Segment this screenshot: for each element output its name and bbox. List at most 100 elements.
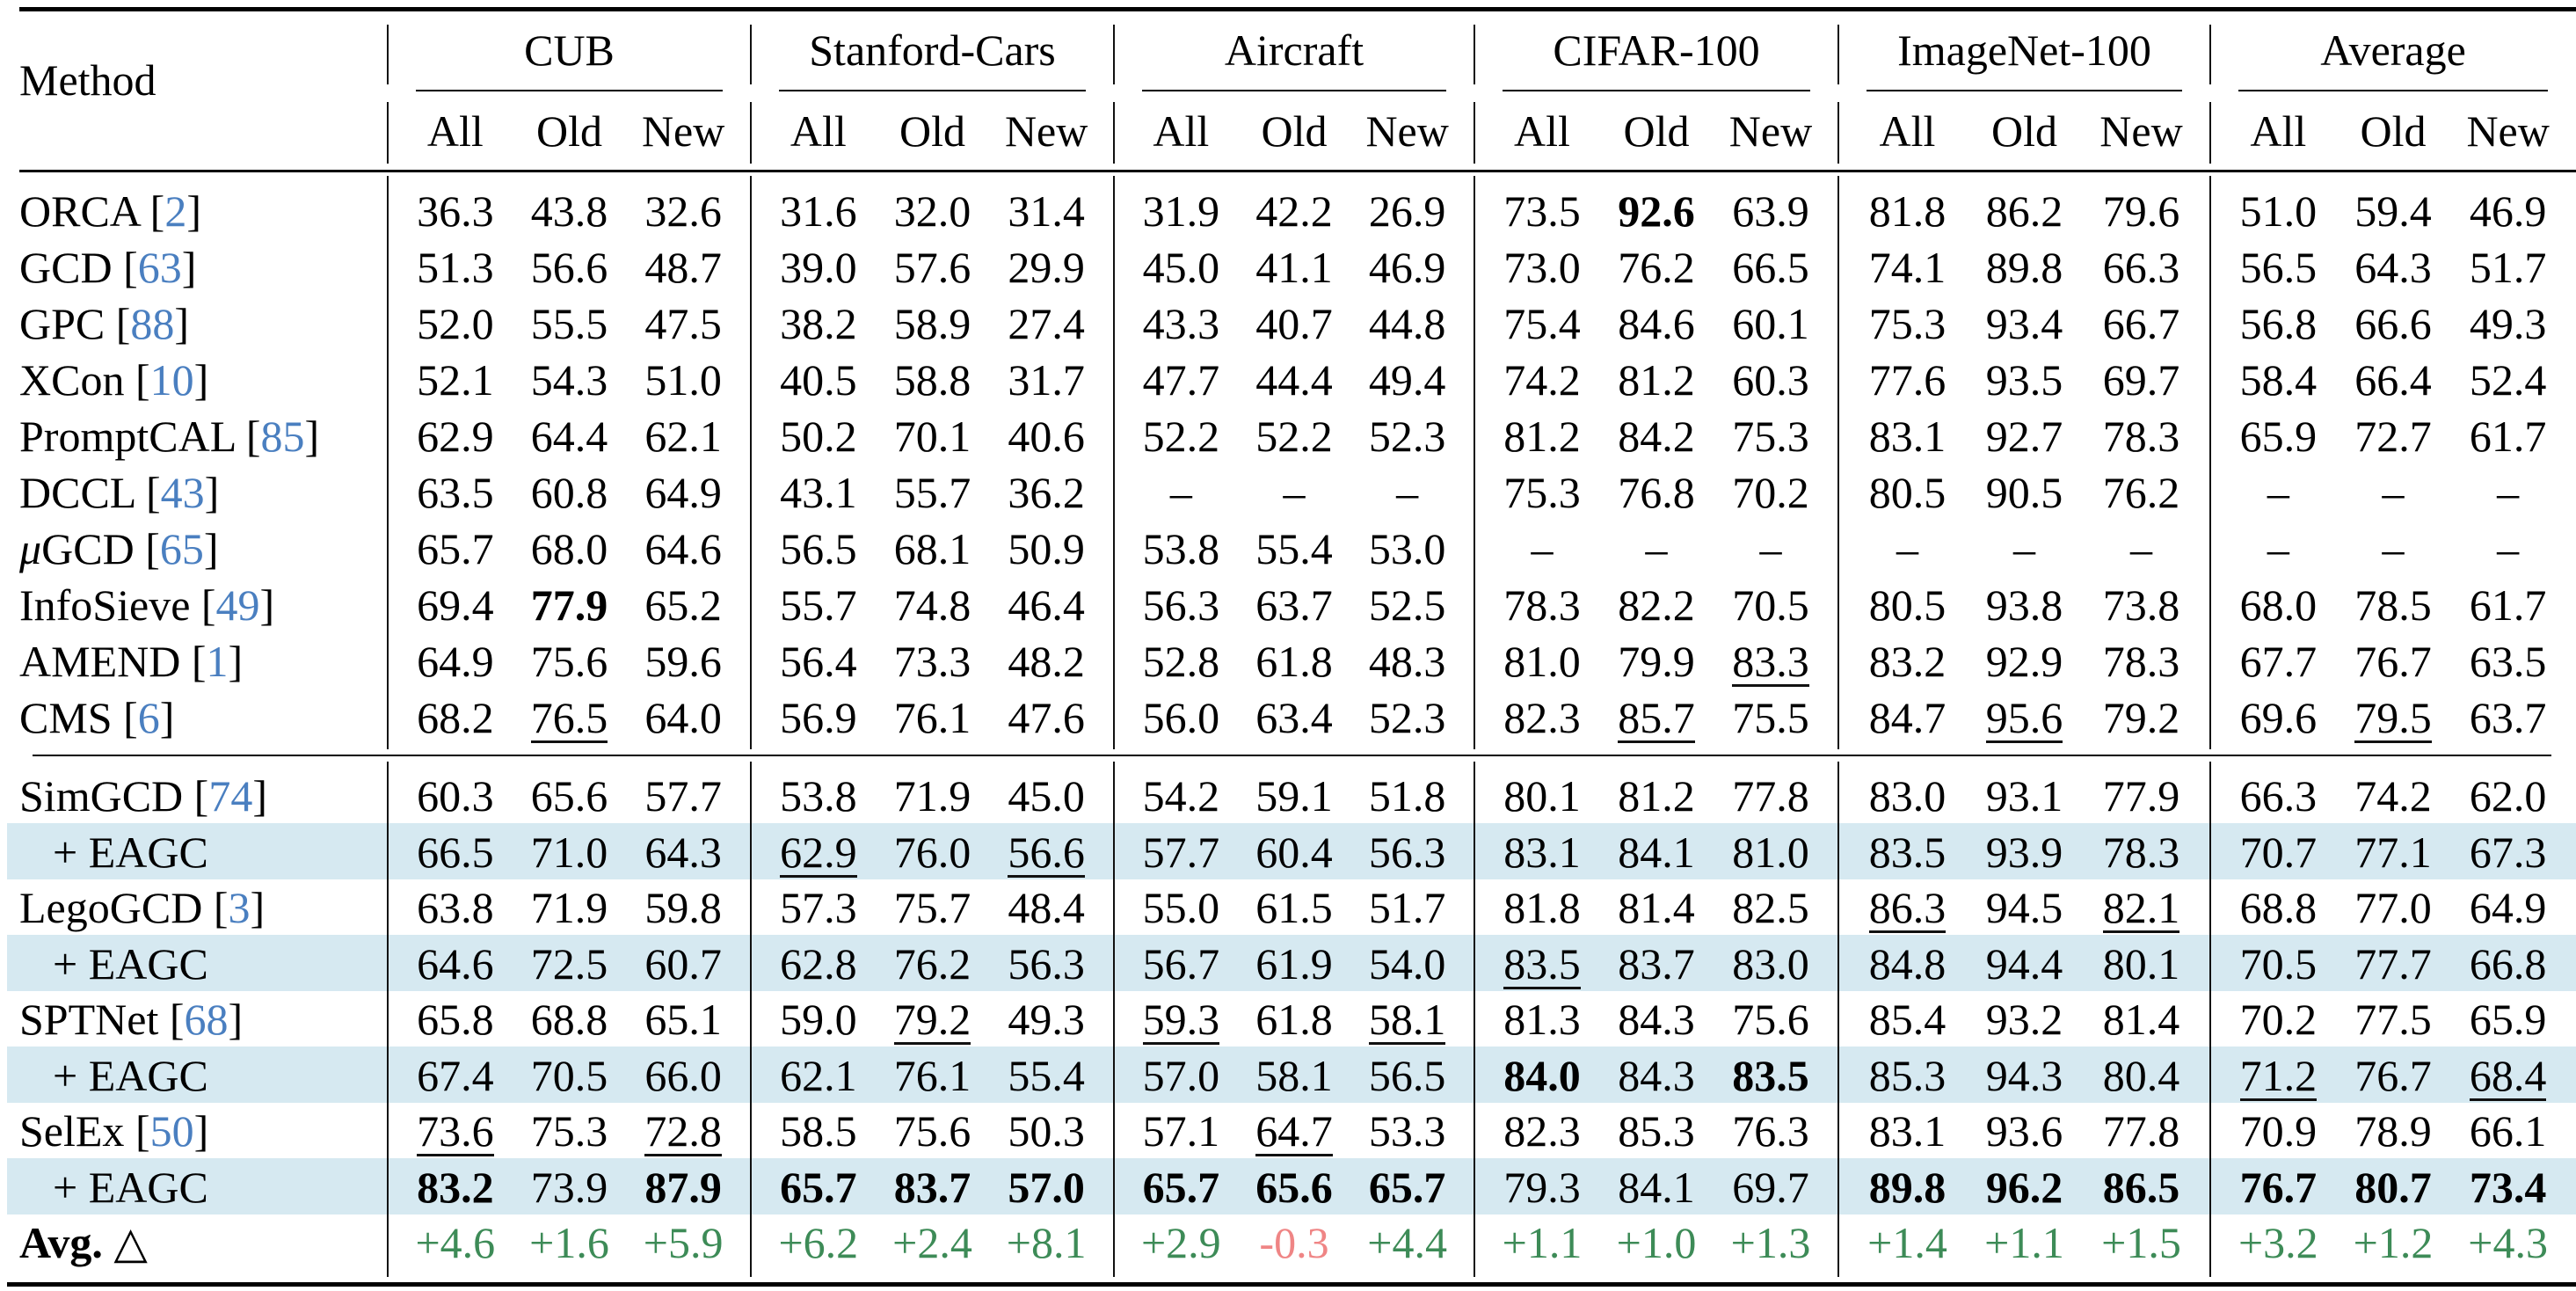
table-cell: 70.9 (2239, 1106, 2318, 1156)
table-cell: 42.2 (1255, 186, 1333, 236)
table-cell: 61.5 (1255, 883, 1333, 932)
table-cell: 78.3 (2102, 827, 2180, 877)
table-cell: 86.2 (1985, 186, 2063, 236)
method-label: SimGCD (19, 771, 184, 821)
table-cell: 81.2 (1503, 412, 1581, 461)
table-cell: 46.4 (1008, 580, 1085, 630)
table-cell: 59.8 (644, 883, 722, 932)
table-cell: 66.4 (2354, 355, 2432, 405)
table-cell: 67.4 (417, 1050, 494, 1100)
citation-link[interactable]: 43 (160, 468, 205, 517)
table-cell: 61.7 (2469, 580, 2547, 630)
table-cell: 83.1 (1503, 827, 1581, 877)
table-cell: 62.9 (780, 827, 857, 878)
table-cell: – (2267, 468, 2289, 517)
citation-link[interactable]: 85 (260, 412, 305, 461)
table-cell: 71.9 (893, 771, 971, 821)
table-cell: 50.9 (1008, 524, 1085, 573)
table-cell: 66.5 (417, 827, 494, 877)
table-cell: 55.7 (893, 468, 971, 517)
table-cell: 56.6 (1008, 827, 1085, 878)
table-cell: 43.8 (530, 186, 608, 236)
table-cell: 83.1 (1868, 412, 1947, 461)
table-cell: 75.3 (1732, 412, 1809, 461)
avg-delta-cell: +2.4 (892, 1218, 972, 1267)
method-name: PromptCAL [85] (19, 412, 320, 461)
table-cell: 61.9 (1255, 938, 1333, 988)
table-cell: 93.2 (1985, 995, 2063, 1044)
avg-delta-cell: -0.3 (1259, 1218, 1329, 1267)
citation-link[interactable]: 1 (206, 637, 229, 686)
table-cell: 93.1 (1985, 771, 2063, 821)
table-cell: 78.3 (1503, 580, 1581, 630)
table-cell: 66.8 (2469, 938, 2547, 988)
table-cell: 66.3 (2239, 771, 2318, 821)
table-cell: 67.7 (2239, 637, 2318, 686)
table-cell: 84.1 (1618, 1162, 1695, 1212)
table-cell: 36.3 (417, 186, 494, 236)
method-label: InfoSieve (19, 580, 191, 630)
table-cell: 54.2 (1142, 771, 1220, 821)
table-cell: 68.1 (893, 524, 971, 573)
highlight-row-background (7, 934, 2576, 991)
table-cell: 73.8 (2102, 580, 2180, 630)
citation-link[interactable]: 63 (137, 243, 182, 292)
table-cell: 83.0 (1732, 938, 1809, 988)
table-cell: 27.4 (1008, 299, 1085, 348)
table-cell: 46.9 (2469, 186, 2547, 236)
table-cell: 71.9 (530, 883, 608, 932)
table-cell: 93.4 (1985, 299, 2063, 348)
citation-link[interactable]: 65 (159, 524, 204, 573)
dataset-cmidrule (1867, 90, 2182, 91)
table-cell: 62.1 (780, 1050, 857, 1100)
table-cell: 59.0 (780, 995, 857, 1044)
citation-link[interactable]: 10 (149, 355, 194, 405)
column-separator (1474, 25, 1475, 84)
table-cell: 89.8 (1868, 1162, 1947, 1212)
citation-link[interactable]: 88 (130, 299, 175, 348)
table-cell: 76.7 (2239, 1162, 2318, 1212)
table-cell: 62.1 (644, 412, 722, 461)
table-cell: 81.8 (1868, 186, 1947, 236)
table-cell: 53.8 (1142, 524, 1220, 573)
citation-link[interactable]: 6 (137, 693, 160, 742)
citation-link[interactable]: 50 (149, 1106, 194, 1156)
column-separator (1113, 762, 1115, 1277)
subcolumn-header: Old (2360, 106, 2427, 156)
table-cell: 51.8 (1368, 771, 1446, 821)
citation-link[interactable]: 3 (228, 883, 251, 932)
table-cell: 81.4 (1618, 883, 1695, 932)
citation-link[interactable]: 49 (215, 580, 260, 630)
table-cell: 56.3 (1008, 938, 1085, 988)
table-cell: 70.7 (2239, 827, 2318, 877)
top-rule (19, 7, 2576, 11)
column-separator (1474, 762, 1475, 1277)
table-cell: 77.8 (2102, 1106, 2180, 1156)
table-cell: 57.0 (1142, 1050, 1220, 1100)
table-cell: – (2130, 524, 2152, 573)
method-label: PromptCAL (19, 412, 236, 461)
table-cell: 52.3 (1368, 693, 1446, 742)
table-cell: 66.6 (2354, 299, 2432, 348)
citation-link[interactable]: 2 (164, 186, 187, 236)
table-cell: 62.0 (2469, 771, 2547, 821)
table-cell: 79.5 (2354, 693, 2432, 743)
citation-link[interactable]: 68 (184, 995, 229, 1044)
dataset-header: ImageNet-100 (1897, 26, 2151, 75)
table-cell: 83.1 (1868, 1106, 1947, 1156)
table-cell: 53.8 (780, 771, 857, 821)
table-cell: 36.2 (1008, 468, 1085, 517)
method-header: Method (19, 55, 156, 105)
citation-link[interactable]: 74 (208, 771, 253, 821)
table-cell: 84.1 (1618, 827, 1695, 877)
table-cell: 48.4 (1008, 883, 1085, 932)
table-cell: 80.4 (2102, 1050, 2180, 1100)
table-cell: 93.6 (1985, 1106, 2063, 1156)
table-cell: 43.3 (1142, 299, 1220, 348)
table-cell: 70.1 (893, 412, 971, 461)
table-cell: 73.4 (2469, 1162, 2547, 1212)
table-cell: 65.1 (644, 995, 722, 1044)
highlight-row-background (7, 822, 2576, 879)
column-separator (1837, 102, 1839, 164)
table-cell: – (1896, 524, 1918, 573)
